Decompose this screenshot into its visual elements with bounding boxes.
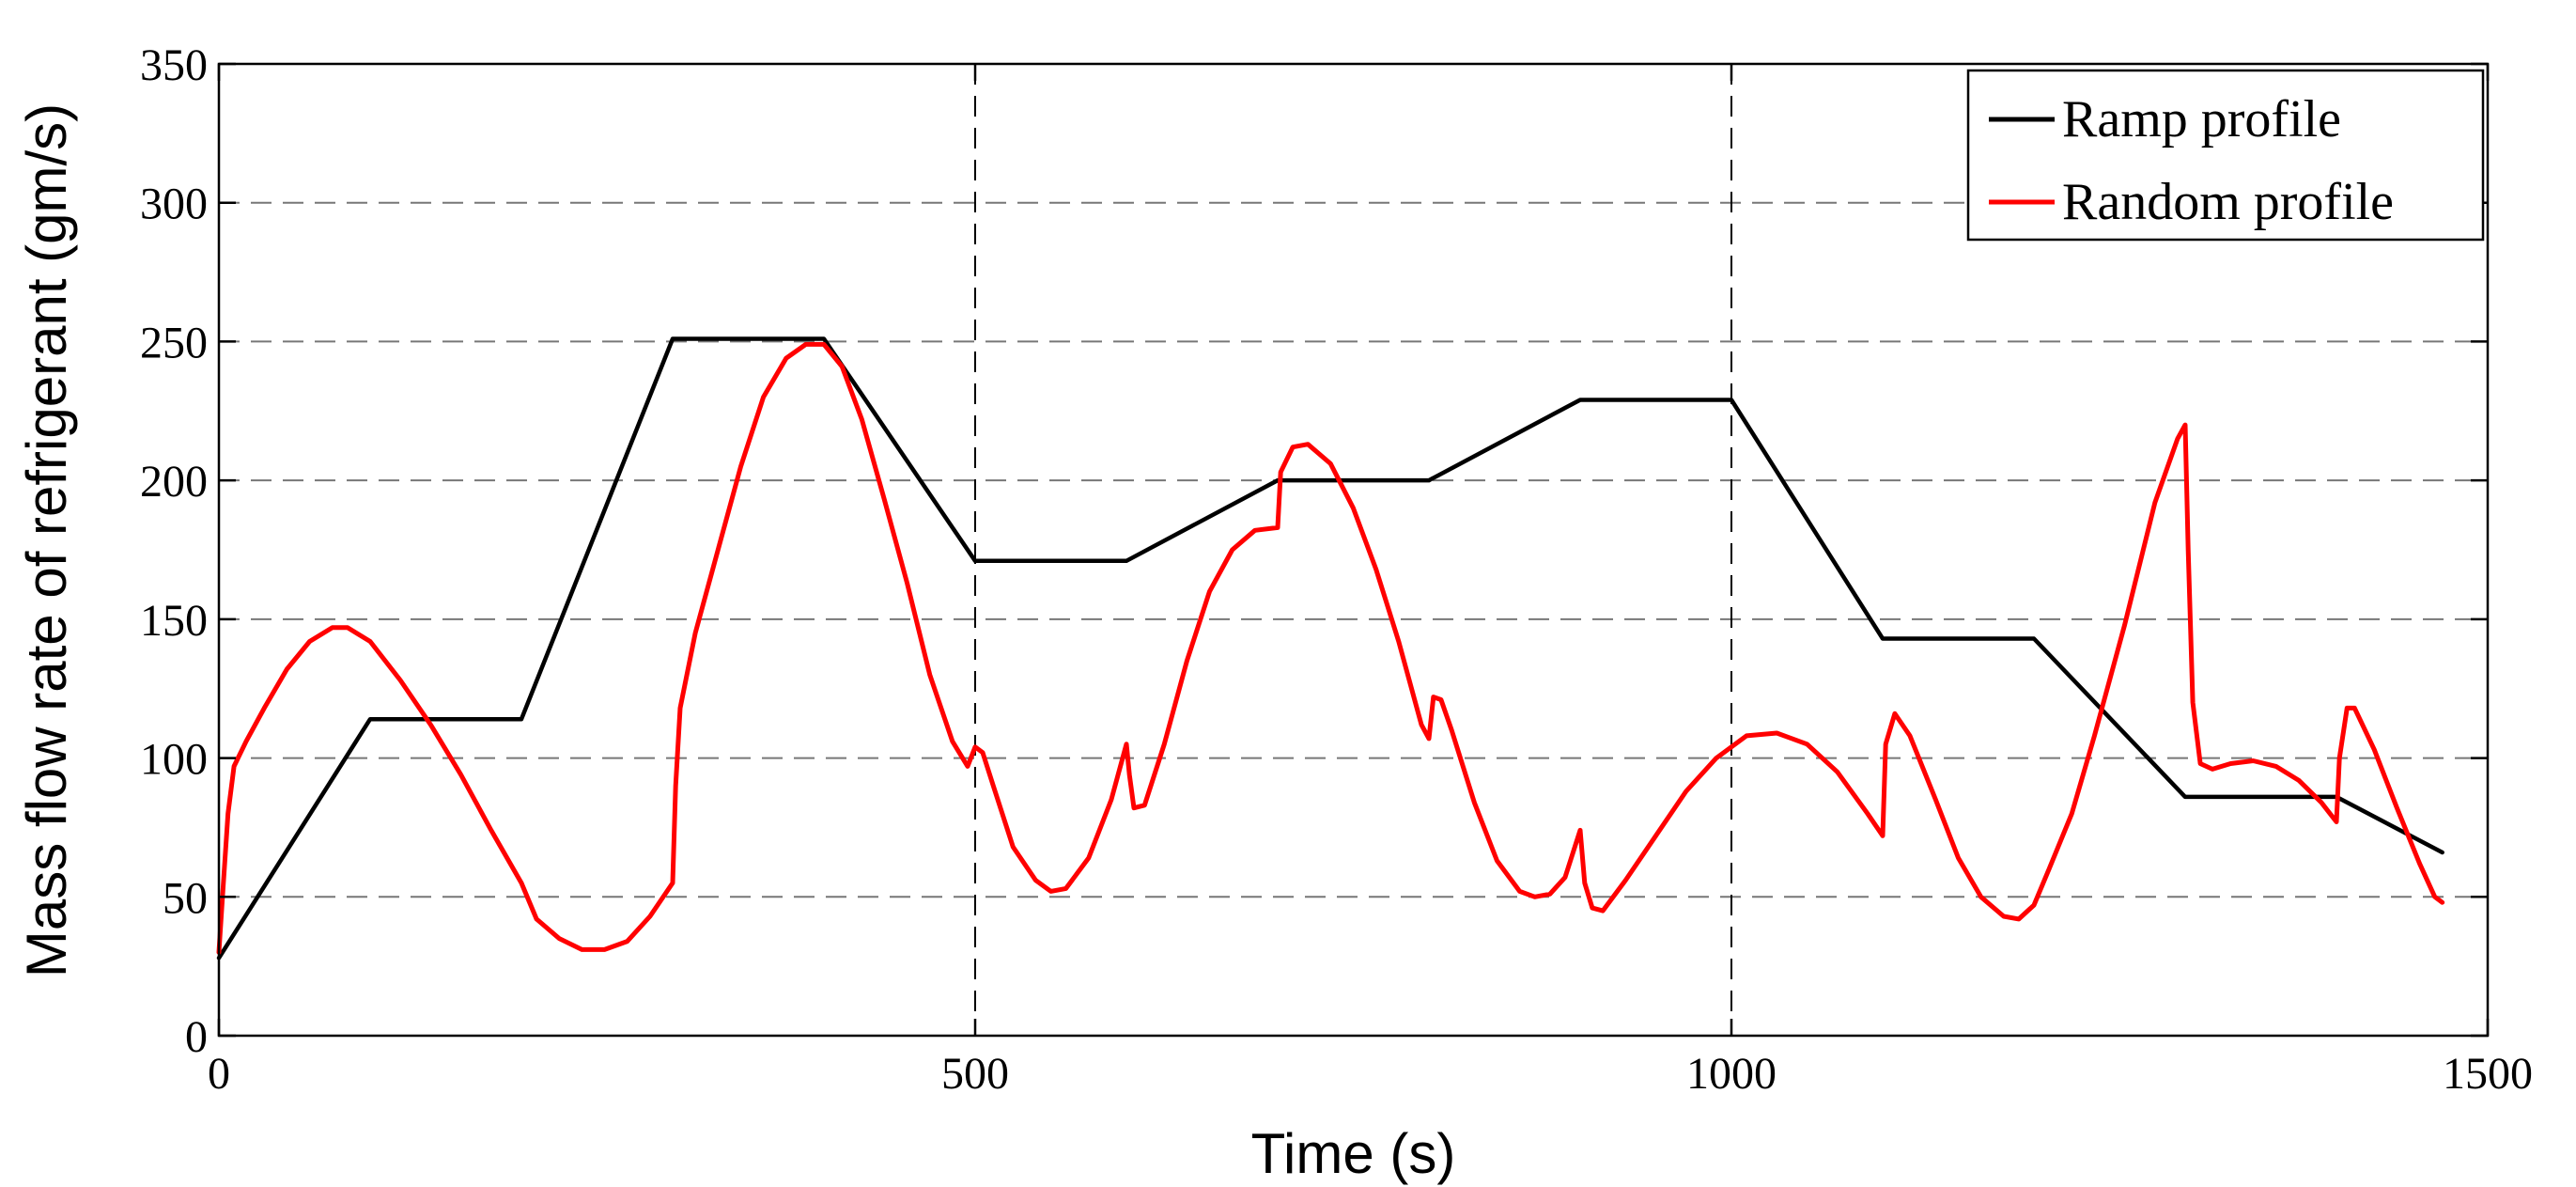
y-tick-label: 150 <box>140 596 208 646</box>
y-tick-label: 50 <box>163 873 208 923</box>
x-tick-label: 500 <box>941 1049 1009 1099</box>
legend-box <box>1966 69 2485 242</box>
series-line-ramp <box>216 336 2444 961</box>
y-tick-label: 250 <box>140 318 208 367</box>
y-tick-label: 300 <box>140 180 208 229</box>
x-tick-label: 1000 <box>1686 1049 1777 1099</box>
y-tick-label: 200 <box>140 457 208 507</box>
legend-label-random: Random profile <box>2062 173 2394 231</box>
plot-area-frame <box>217 62 2490 1038</box>
x-tick-label: 1500 <box>2443 1049 2533 1099</box>
y-tick-label: 350 <box>140 40 208 90</box>
x-axis-title: Time (s) <box>1251 1122 1456 1185</box>
y-axis-title: Mass flow rate of refrigerant (gm/s) <box>15 103 78 977</box>
series-line-random <box>216 341 2445 955</box>
tick-labels: 0 50 100 150 200 250 300 350 0 500 1000 1500 <box>140 40 2533 1099</box>
y-tick-label: 100 <box>140 735 208 785</box>
y-tick-label: 0 <box>185 1012 208 1062</box>
legend-label-ramp: Ramp profile <box>2062 90 2341 148</box>
axis-ticks <box>217 62 2490 1038</box>
series-lines <box>216 336 2445 961</box>
legend: Ramp profile Random profile <box>1966 69 2485 242</box>
x-tick-label: 0 <box>208 1049 230 1099</box>
